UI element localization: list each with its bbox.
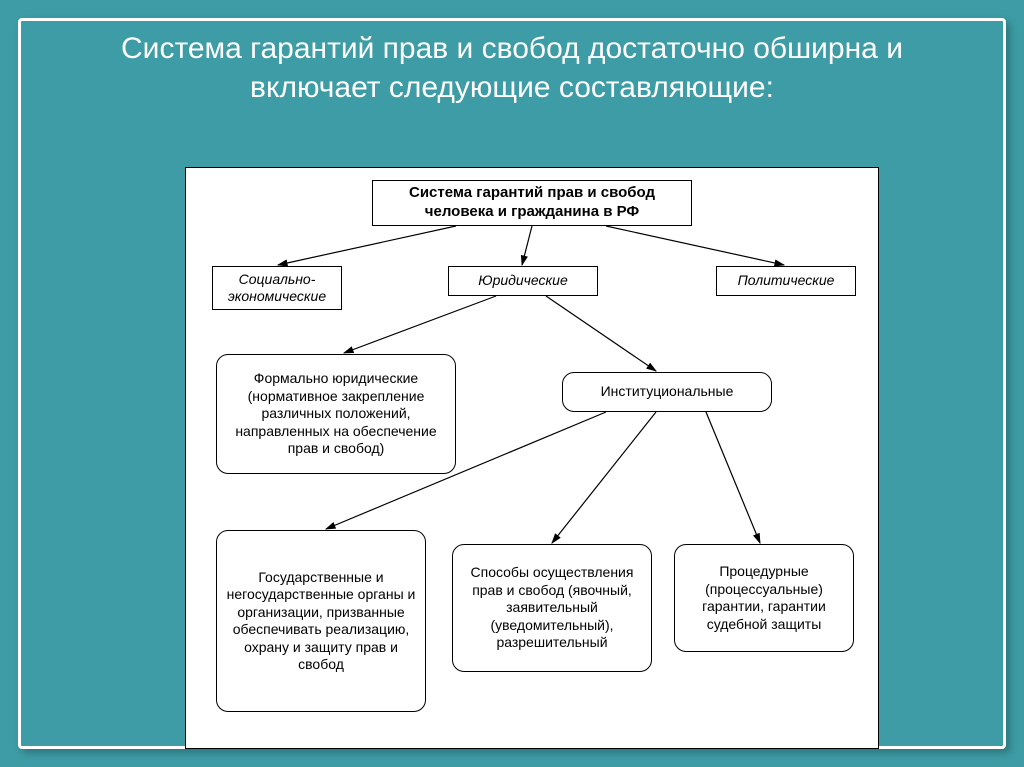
diagram-panel: Система гарантий прав и свобод человека … (185, 167, 879, 749)
node-root: Система гарантий прав и свобод человека … (372, 180, 692, 226)
edge-inst-to-ways (552, 412, 656, 543)
edge-root-to-soc (278, 226, 456, 265)
node-procedural-guarantees: Процедурные (процессуальные) гарантии, г… (674, 544, 854, 652)
node-ways-of-exercising: Способы осуществления прав и свобод (яво… (452, 544, 652, 672)
node-state-nonstate-orgs: Государственные и негосударственные орга… (216, 530, 426, 712)
edge-root-to-pol (606, 226, 784, 265)
node-social-economic: Социально-экономические (212, 266, 342, 310)
node-political: Политические (716, 266, 856, 296)
edge-root-to-legal (522, 226, 532, 265)
edge-legal-to-inst (546, 296, 656, 371)
node-legal: Юридические (448, 266, 598, 296)
edge-inst-to-proc (706, 412, 760, 543)
slide-frame: Система гарантий прав и свобод достаточн… (18, 18, 1006, 749)
node-institutional: Институциональные (562, 372, 772, 412)
node-formal-legal: Формально юридические (нормативное закре… (216, 354, 456, 474)
edge-legal-to-formal (344, 296, 496, 353)
slide-title: Система гарантий прав и свобод достаточн… (21, 21, 1003, 107)
